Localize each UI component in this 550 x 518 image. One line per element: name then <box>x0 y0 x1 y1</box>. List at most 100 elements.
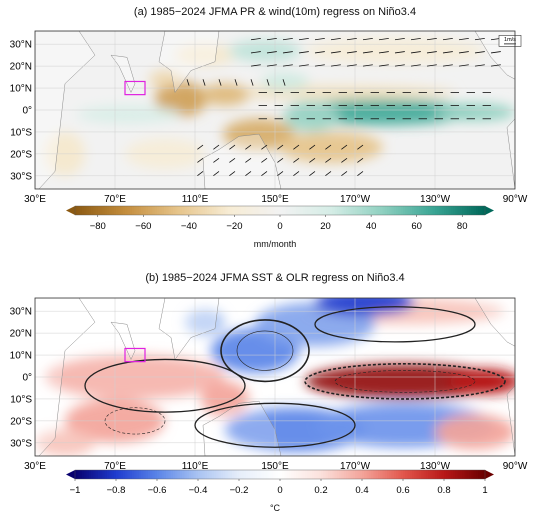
chart-b-anomaly-region <box>315 298 415 316</box>
colorbar-b-segment <box>220 470 224 479</box>
colorbar-a-segment <box>104 206 108 215</box>
colorbar-b-segment <box>341 470 345 479</box>
chart-b-study-region-box <box>124 347 146 363</box>
colorbar-b-segment <box>143 470 147 479</box>
colorbar-a-segment <box>480 206 484 215</box>
colorbar-b-segment <box>455 470 459 479</box>
colorbar-b-segment <box>168 470 172 479</box>
colorbar-a-segment <box>387 206 390 215</box>
colorbar-b-segment <box>111 470 115 479</box>
colorbar-b-segment <box>330 470 333 479</box>
chart-b-olr-contours <box>84 306 506 448</box>
colorbar-a-segment <box>482 206 486 215</box>
colorbar-b-segment <box>204 470 208 479</box>
colorbar-a-segment <box>186 206 190 215</box>
chart-a-wind-arrow <box>245 157 252 163</box>
chart-a-wind-arrow <box>229 144 236 150</box>
colorbar-a-segment <box>330 206 333 215</box>
colorbar-b-segment <box>428 470 431 479</box>
chart-a-wind-arrow <box>298 64 309 67</box>
colorbar-a-segment <box>216 206 220 215</box>
colorbar-b-segment <box>250 470 254 479</box>
colorbar-b-segment <box>90 470 94 479</box>
colorbar-a-tick-label: −20 <box>226 221 242 232</box>
colorbar-a-segment <box>129 206 133 215</box>
chart-a-y-tick-label: 30°N <box>10 40 32 51</box>
colorbar-a-segment <box>448 206 452 215</box>
colorbar-a-segment <box>223 206 226 215</box>
colorbar-b-segment <box>252 470 256 479</box>
colorbar-b-segment <box>161 470 165 479</box>
colorbar-a-segment <box>409 206 413 215</box>
colorbar-a-segment <box>289 206 292 215</box>
colorbar-a-segment <box>284 206 288 215</box>
colorbar-b-segment <box>225 470 229 479</box>
chart-a-plot-frame <box>34 30 516 190</box>
colorbar-a-segment <box>444 206 447 215</box>
colorbar-a-segment <box>430 206 434 215</box>
chart-b-y-tick-label: 30°S <box>10 438 32 449</box>
colorbar-b-segment <box>325 470 329 479</box>
colorbar-b-tick-label: 1 <box>482 485 487 496</box>
chart-a-wind-arrow <box>266 51 277 54</box>
chart-a-wind-arrow <box>277 157 284 163</box>
chart-a-wind-arrow <box>197 171 204 176</box>
chart-a-wind-arrow <box>293 171 300 176</box>
chart-a-wind-arrow <box>261 144 268 150</box>
chart-a-wind-arrow <box>282 64 293 67</box>
colorbar-a-segment <box>79 206 83 215</box>
chart-a-x-tick-label: 150°E <box>261 194 289 205</box>
chart-b-x-tick-label: 150°E <box>261 461 289 472</box>
colorbar-a-segment <box>88 206 92 215</box>
colorbar-a-segment <box>106 206 110 215</box>
colorbar-b-segment <box>104 470 108 479</box>
colorbar-a-segment <box>188 206 192 215</box>
colorbar-b-segment <box>177 470 181 479</box>
colorbar-a-segment <box>195 206 199 215</box>
colorbar-b-segment <box>95 470 99 479</box>
chart-b-x-tick-label: 70°E <box>104 461 126 472</box>
colorbar-a-segment <box>339 206 343 215</box>
colorbar-a-segment <box>382 206 386 215</box>
colorbar-a-segment <box>157 206 160 215</box>
chart-a-wind-arrow <box>346 64 357 67</box>
colorbar-b-segment <box>466 470 470 479</box>
colorbar-b-segment <box>480 470 484 479</box>
chart-b-title: (b) 1985−2024 JFMA SST & OLR regress on … <box>145 272 405 284</box>
colorbar-b-segment <box>373 470 377 479</box>
colorbar-b-segment <box>157 470 160 479</box>
colorbar-a-segment <box>325 206 329 215</box>
chart-a-wind-arrow <box>442 51 453 54</box>
colorbar-a-segment <box>131 206 135 215</box>
colorbar-b-segment <box>375 470 379 479</box>
colorbar-b-segment <box>348 470 352 479</box>
colorbar-a-segment <box>471 206 475 215</box>
colorbar-b-segment <box>195 470 199 479</box>
chart-a-wind-arrow <box>234 79 238 86</box>
colorbar-b-segment <box>182 470 185 479</box>
colorbar-a-segment <box>93 206 97 215</box>
colorbar-b-segment <box>339 470 343 479</box>
colorbar-a-segment <box>207 206 210 215</box>
colorbar-b-segment <box>400 470 404 479</box>
colorbar-b-segment <box>193 470 197 479</box>
colorbar-b-segment <box>273 470 277 479</box>
colorbar-a-segment <box>282 206 286 215</box>
colorbar-b-segment <box>254 470 258 479</box>
chart-b-y-tick-label: 0° <box>22 373 32 384</box>
colorbar-b-segment <box>295 470 299 479</box>
colorbar-b-segment <box>207 470 210 479</box>
colorbar-b-segment <box>298 470 302 479</box>
colorbar-a-segment <box>95 206 99 215</box>
colorbar-a-segment <box>343 206 347 215</box>
colorbar-a-segment <box>120 206 124 215</box>
chart-a-wind-arrow <box>341 144 348 150</box>
colorbar-a-segment <box>81 206 85 215</box>
chart-a-wind-arrow <box>325 171 332 176</box>
colorbar-a-segment <box>334 206 338 215</box>
chart-a-wind-arrow <box>325 157 332 163</box>
colorbar-b-segment <box>84 470 87 479</box>
colorbar-b-segment <box>209 470 213 479</box>
colorbar-a-segment <box>136 206 140 215</box>
chart-a-anomaly-region <box>261 72 309 91</box>
